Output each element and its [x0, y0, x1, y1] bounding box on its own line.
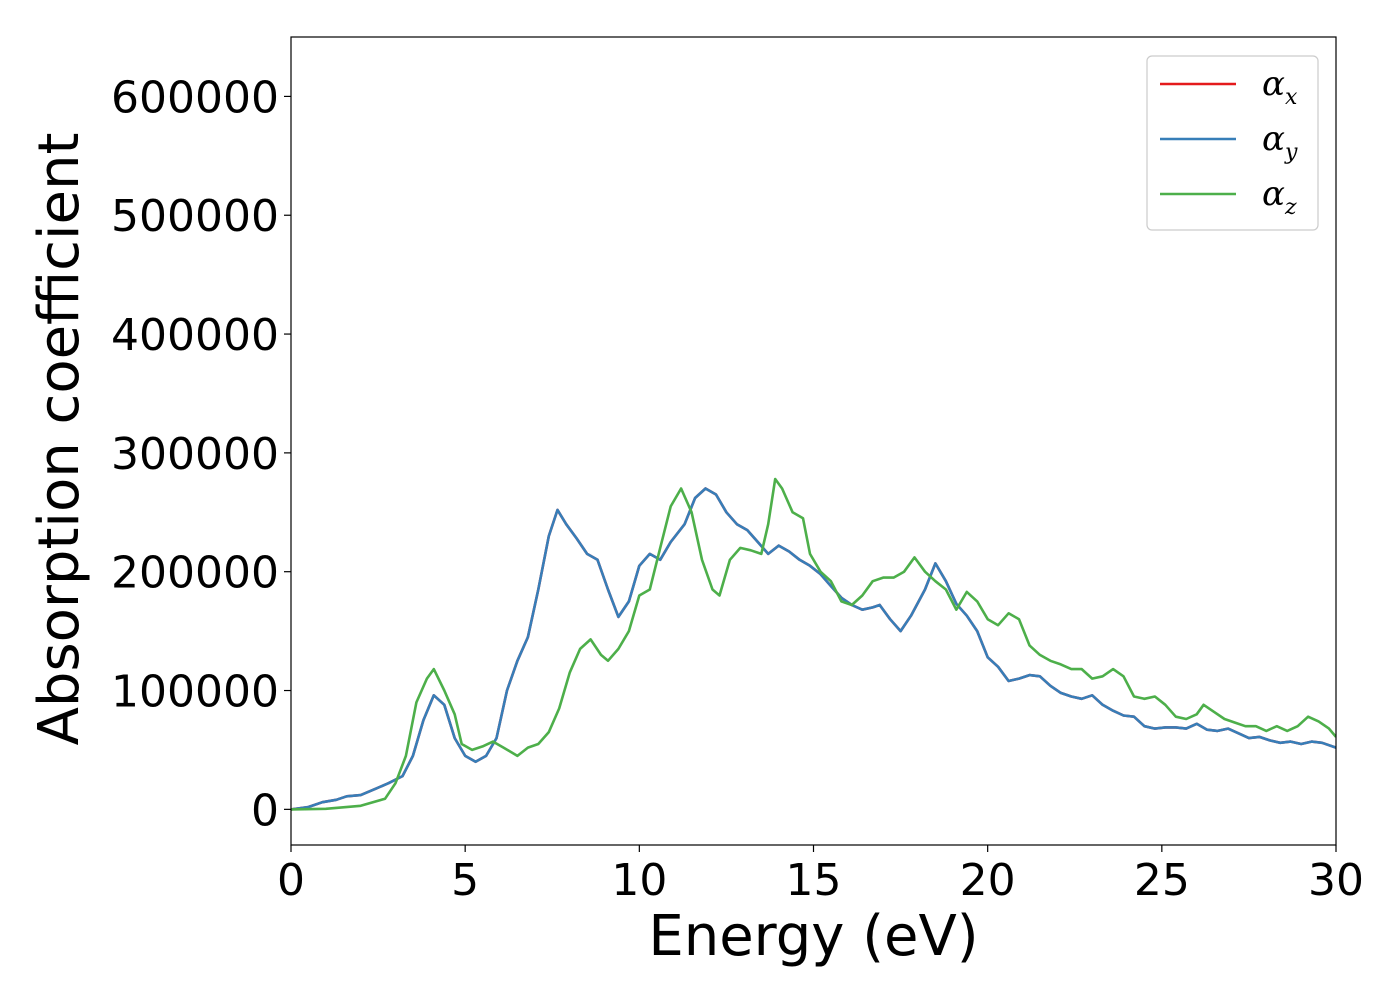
y-tick-label: 200000	[111, 548, 279, 599]
legend-label: αy	[1262, 119, 1298, 165]
x-tick-label: 15	[786, 855, 842, 906]
x-tick-label: 20	[960, 855, 1016, 906]
y-tick-label: 100000	[111, 667, 279, 718]
legend: αx αy αz	[1146, 55, 1319, 231]
y-tick-label: 500000	[111, 191, 279, 242]
legend-box	[1146, 55, 1319, 231]
legend-label: αx	[1262, 64, 1298, 110]
x-axis-ticks: 0 5 10 15 20 25 30	[277, 845, 1364, 906]
x-tick-label: 30	[1308, 855, 1364, 906]
y-tick-label: 300000	[111, 429, 279, 480]
y-axis-label: Absorption coefficient	[27, 133, 92, 746]
y-tick-label: 0	[251, 785, 279, 836]
x-tick-label: 10	[611, 855, 667, 906]
legend-label: αz	[1262, 174, 1297, 220]
series-line-y	[291, 487, 1336, 811]
y-tick-label: 600000	[111, 72, 279, 123]
series-layer	[291, 477, 1336, 811]
y-tick-label: 400000	[111, 310, 279, 361]
y-axis-ticks: 0 100000 200000 300000 400000 500000 600000	[111, 72, 291, 836]
x-tick-label: 5	[451, 855, 479, 906]
series-line-z	[291, 477, 1336, 811]
x-axis-label: Energy (eV)	[648, 904, 978, 969]
x-tick-label: 25	[1134, 855, 1190, 906]
x-tick-label: 0	[277, 855, 305, 906]
